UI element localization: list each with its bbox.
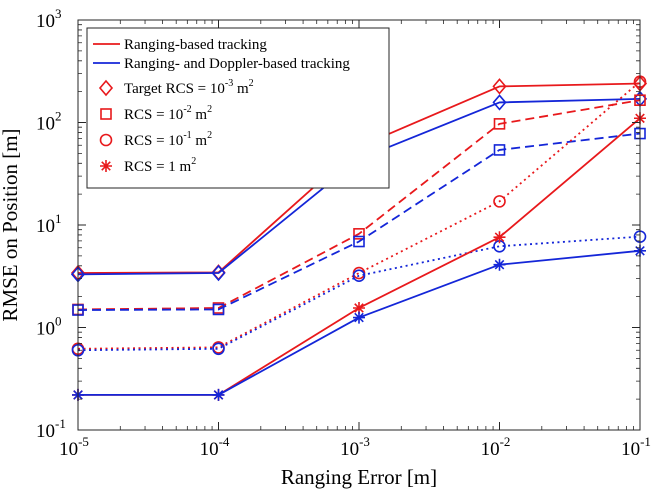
legend-label: RCS = 1 m2 [124, 156, 196, 175]
y-tick-label: 103 [36, 6, 62, 32]
legend-marker-circle [99, 133, 113, 147]
data-point-asterisk [493, 258, 506, 271]
data-point-circle [493, 195, 506, 208]
data-point-asterisk [212, 388, 225, 401]
y-tick-base: 10 [36, 319, 55, 340]
x-tick-base: 10 [621, 439, 640, 460]
y-axis-label: RMSE on Position [m] [0, 128, 22, 321]
legend-entry: Target RCS = 10-3 m2 [98, 78, 254, 97]
legend-entry: Ranging-based tracking [93, 37, 267, 53]
x-tick-exponent: -2 [500, 434, 511, 449]
legend-label-exponent: -1 [183, 130, 191, 141]
y-tick-exponent: 0 [55, 314, 62, 329]
data-point-square [353, 228, 365, 240]
y-tick-label: 10-1 [36, 416, 66, 442]
data-point-diamond [492, 94, 507, 111]
legend-label-text: RCS = 1 m [124, 159, 192, 175]
legend-entry: RCS = 1 m2 [100, 156, 196, 175]
legend-label-exponent: -3 [225, 78, 233, 89]
x-tick-exponent: -3 [359, 434, 370, 449]
minor-ticks [78, 20, 640, 430]
x-tick-label: 10-5 [59, 434, 89, 460]
legend-entry: RCS = 10-2 m2 [100, 104, 212, 123]
data-point-diamond [492, 78, 507, 95]
y-tick-exponent: 3 [55, 6, 62, 21]
x-tick-label: 10-2 [481, 434, 511, 460]
x-tick-base: 10 [59, 439, 78, 460]
x-tick-base: 10 [200, 439, 219, 460]
legend-unit-exponent: 2 [207, 130, 212, 141]
legend-marker-asterisk [100, 160, 112, 172]
data-point-square [212, 303, 225, 316]
x-tick-base: 10 [481, 439, 500, 460]
x-tick-exponent: -4 [219, 434, 230, 449]
y-tick-base: 10 [36, 421, 55, 442]
y-tick-label: 100 [36, 314, 62, 340]
legend-label-text: RCS = 10 [124, 133, 183, 149]
legend-marker-diamond [98, 79, 114, 97]
legend-unit-exponent: 2 [249, 78, 254, 89]
legend-label: Ranging-based tracking [124, 37, 267, 53]
data-point-square [493, 144, 506, 156]
legend: Ranging-based tracking Ranging- and Doppl… [86, 27, 390, 189]
x-tick-label: 10-3 [340, 434, 370, 460]
data-point-circle [212, 342, 225, 356]
x-axis-label: Ranging Error [m] [281, 465, 437, 489]
x-tick-base: 10 [340, 439, 359, 460]
legend-label-exponent: -2 [183, 104, 191, 115]
legend-label: RCS = 10-2 m2 [124, 104, 212, 123]
legend-label: RCS = 10-1 m2 [124, 130, 212, 149]
y-tick-exponent: -1 [55, 416, 66, 431]
data-point-diamond [211, 264, 226, 282]
axes-box [77, 19, 641, 431]
y-tick-base: 10 [36, 216, 55, 237]
data-point-square [493, 118, 506, 130]
legend-label-text: RCS = 10 [124, 107, 183, 123]
series-line [77, 235, 641, 352]
data-point-asterisk [353, 301, 365, 314]
x-tick-label: 10-4 [200, 434, 230, 460]
legend-label-text: Ranging-based tracking [124, 37, 267, 53]
legend-entry: Ranging- and Doppler-based tracking [93, 56, 350, 72]
data-point-asterisk [353, 311, 365, 324]
legend-label-unit: m [192, 133, 208, 149]
data-point-square [353, 235, 365, 248]
legend-label-text: Ranging- and Doppler-based tracking [124, 56, 350, 72]
legend-unit-exponent: 2 [207, 104, 212, 115]
legend-label-text: Target RCS = 10 [124, 81, 225, 97]
legend-box [86, 27, 390, 189]
legend-label: Target RCS = 10-3 m2 [124, 78, 254, 97]
series-line [77, 81, 641, 350]
y-tick-label: 102 [36, 109, 62, 135]
legend-entry: RCS = 10-1 m2 [99, 130, 212, 149]
y-tick-base: 10 [36, 114, 55, 135]
data-point-circle [352, 269, 366, 283]
series-line [77, 132, 641, 311]
data-point-asterisk [493, 231, 506, 244]
series-line [77, 99, 641, 311]
x-tick-exponent: -1 [640, 434, 651, 449]
legend-unit-exponent: 2 [191, 156, 196, 167]
x-tick-label: 10-1 [621, 434, 651, 460]
legend-label: Ranging- and Doppler-based tracking [124, 56, 350, 72]
y-tick-exponent: 2 [55, 109, 62, 124]
y-tick-base: 10 [36, 11, 55, 32]
legend-label-unit: m [233, 81, 249, 97]
y-tick-exponent: 1 [55, 211, 62, 226]
x-tick-exponent: -5 [78, 434, 89, 449]
legend-label-unit: m [192, 107, 208, 123]
legend-marker-square [100, 108, 112, 120]
y-tick-label: 101 [36, 211, 62, 237]
